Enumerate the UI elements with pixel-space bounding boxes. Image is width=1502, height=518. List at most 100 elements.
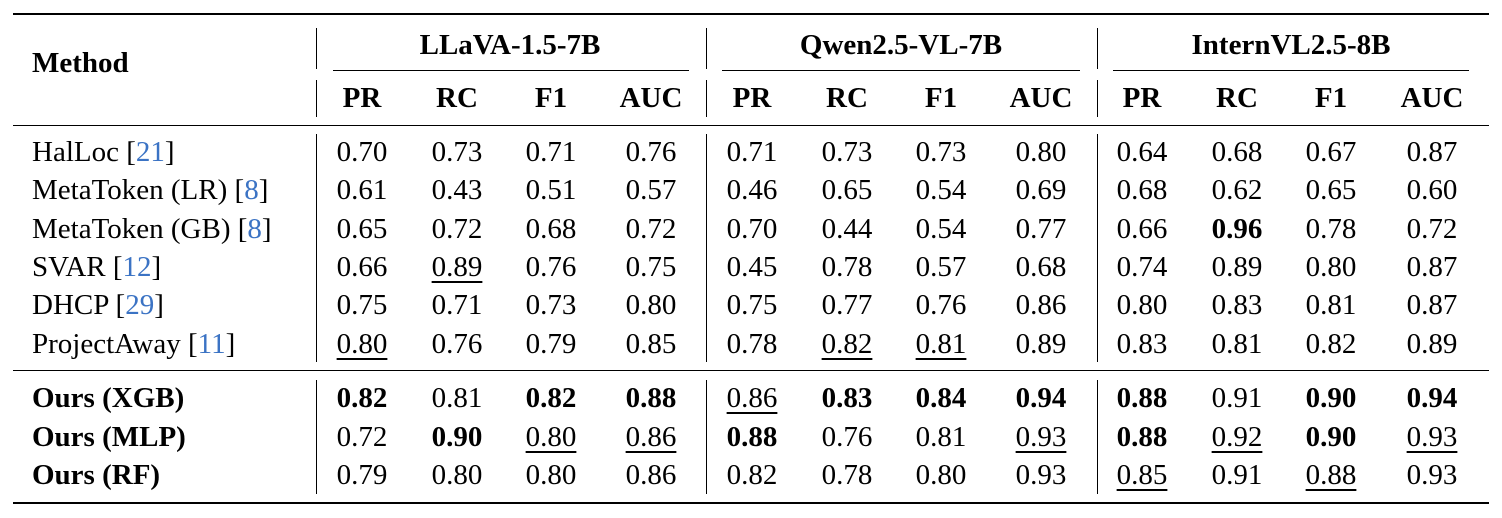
metric-value: 0.79 xyxy=(525,328,577,360)
metric-value: 0.89 xyxy=(1015,328,1067,360)
metric-value: 0.80 xyxy=(525,421,577,453)
method-name: HalLoc [21] xyxy=(32,136,175,168)
metric-value: 0.75 xyxy=(625,251,677,283)
method-label: DHCP xyxy=(32,289,109,321)
metric-value: 0.68 xyxy=(1116,174,1168,206)
method-label: MetaToken (GB) xyxy=(32,213,231,245)
metric-value: 0.44 xyxy=(821,213,873,245)
metric-value: 0.85 xyxy=(625,328,677,360)
metric-value: 0.72 xyxy=(1406,213,1458,245)
citation-link[interactable]: 8 xyxy=(247,213,262,245)
metric-value: 0.83 xyxy=(1116,328,1168,360)
metric-value: 0.73 xyxy=(821,136,873,168)
column-separator xyxy=(1097,80,1099,117)
metric-value: 0.75 xyxy=(726,289,778,321)
metric-header: RC xyxy=(826,82,868,114)
method-label: MetaToken (LR) xyxy=(32,174,228,206)
metric-value: 0.78 xyxy=(1305,213,1357,245)
column-separator xyxy=(1097,134,1099,362)
metric-value: 0.80 xyxy=(915,459,967,491)
metric-value: 0.88 xyxy=(625,382,677,414)
method-label: HalLoc xyxy=(32,136,119,168)
metric-value: 0.83 xyxy=(1211,289,1263,321)
metric-header: PR xyxy=(732,82,772,114)
metric-header: PR xyxy=(1122,82,1162,114)
column-separator xyxy=(706,28,708,69)
metric-value: 0.81 xyxy=(915,328,967,360)
metric-value: 0.89 xyxy=(1211,251,1263,283)
citation-link[interactable]: 29 xyxy=(125,289,155,321)
metric-header: F1 xyxy=(534,82,568,114)
metric-header: RC xyxy=(436,82,478,114)
metric-value: 0.88 xyxy=(1305,459,1357,491)
metric-value: 0.88 xyxy=(726,421,778,453)
metric-value: 0.74 xyxy=(1116,251,1168,283)
method-label: ProjectAway xyxy=(32,328,181,360)
metric-value: 0.80 xyxy=(525,459,577,491)
method-label: SVAR xyxy=(32,251,106,283)
metric-value: 0.79 xyxy=(336,459,388,491)
column-separator xyxy=(316,380,318,494)
metric-value: 0.62 xyxy=(1211,174,1263,206)
method-name: MetaToken (GB) [8] xyxy=(32,213,272,245)
metric-value: 0.89 xyxy=(431,251,483,283)
metric-value: 0.73 xyxy=(431,136,483,168)
metric-value: 0.54 xyxy=(915,213,967,245)
metric-value: 0.73 xyxy=(525,289,577,321)
metric-value: 0.68 xyxy=(525,213,577,245)
metric-value: 0.65 xyxy=(1305,174,1357,206)
metric-header: AUC xyxy=(1009,82,1073,114)
metric-header: F1 xyxy=(924,82,958,114)
metric-value: 0.84 xyxy=(915,382,967,414)
metric-value: 0.88 xyxy=(1116,421,1168,453)
citation-link[interactable]: 11 xyxy=(197,328,226,360)
method-name: MetaToken (LR) [8] xyxy=(32,174,269,206)
method-name: SVAR [12] xyxy=(32,251,162,283)
model-header-internvl: InternVL2.5-8B xyxy=(1191,29,1391,61)
metric-value: 0.83 xyxy=(821,382,873,414)
metric-value: 0.87 xyxy=(1406,136,1458,168)
metric-value: 0.72 xyxy=(625,213,677,245)
metric-value: 0.82 xyxy=(336,382,388,414)
metric-value: 0.78 xyxy=(821,251,873,283)
model-header-llava: LLaVA-1.5-7B xyxy=(419,29,601,61)
metric-value: 0.68 xyxy=(1015,251,1067,283)
metric-value: 0.81 xyxy=(1305,289,1357,321)
metric-value: 0.64 xyxy=(1116,136,1168,168)
metric-value: 0.93 xyxy=(1406,459,1458,491)
metric-value: 0.94 xyxy=(1015,382,1067,414)
metric-value: 0.90 xyxy=(431,421,483,453)
metric-value: 0.66 xyxy=(1116,213,1168,245)
method-name: Ours (MLP) xyxy=(32,420,186,454)
metric-header: RC xyxy=(1216,82,1258,114)
metric-value: 0.80 xyxy=(1305,251,1357,283)
metric-value: 0.71 xyxy=(726,136,778,168)
citation-link[interactable]: 12 xyxy=(122,251,152,283)
metric-value: 0.82 xyxy=(726,459,778,491)
metric-value: 0.80 xyxy=(1015,136,1067,168)
method-header: Method xyxy=(32,47,129,79)
column-separator xyxy=(706,134,708,362)
method-name: DHCP [29] xyxy=(32,289,164,321)
column-separator xyxy=(316,134,318,362)
metric-value: 0.76 xyxy=(525,251,577,283)
metric-value: 0.75 xyxy=(336,289,388,321)
metric-value: 0.82 xyxy=(1305,328,1357,360)
metric-value: 0.71 xyxy=(431,289,483,321)
citation-link[interactable]: 8 xyxy=(244,174,259,206)
citation-link[interactable]: 21 xyxy=(135,136,165,168)
column-separator xyxy=(1097,28,1099,69)
metric-value: 0.93 xyxy=(1015,459,1067,491)
model-rule-internvl xyxy=(1113,70,1469,72)
metric-value: 0.93 xyxy=(1015,421,1067,453)
group-rule xyxy=(13,370,1489,372)
metric-value: 0.61 xyxy=(336,174,388,206)
metric-value: 0.91 xyxy=(1211,459,1263,491)
metric-value: 0.81 xyxy=(431,382,483,414)
metric-value: 0.67 xyxy=(1305,136,1357,168)
metric-value: 0.51 xyxy=(525,174,577,206)
metric-value: 0.77 xyxy=(1015,213,1067,245)
metric-value: 0.76 xyxy=(431,328,483,360)
metric-value: 0.90 xyxy=(1305,382,1357,414)
metric-value: 0.80 xyxy=(336,328,388,360)
